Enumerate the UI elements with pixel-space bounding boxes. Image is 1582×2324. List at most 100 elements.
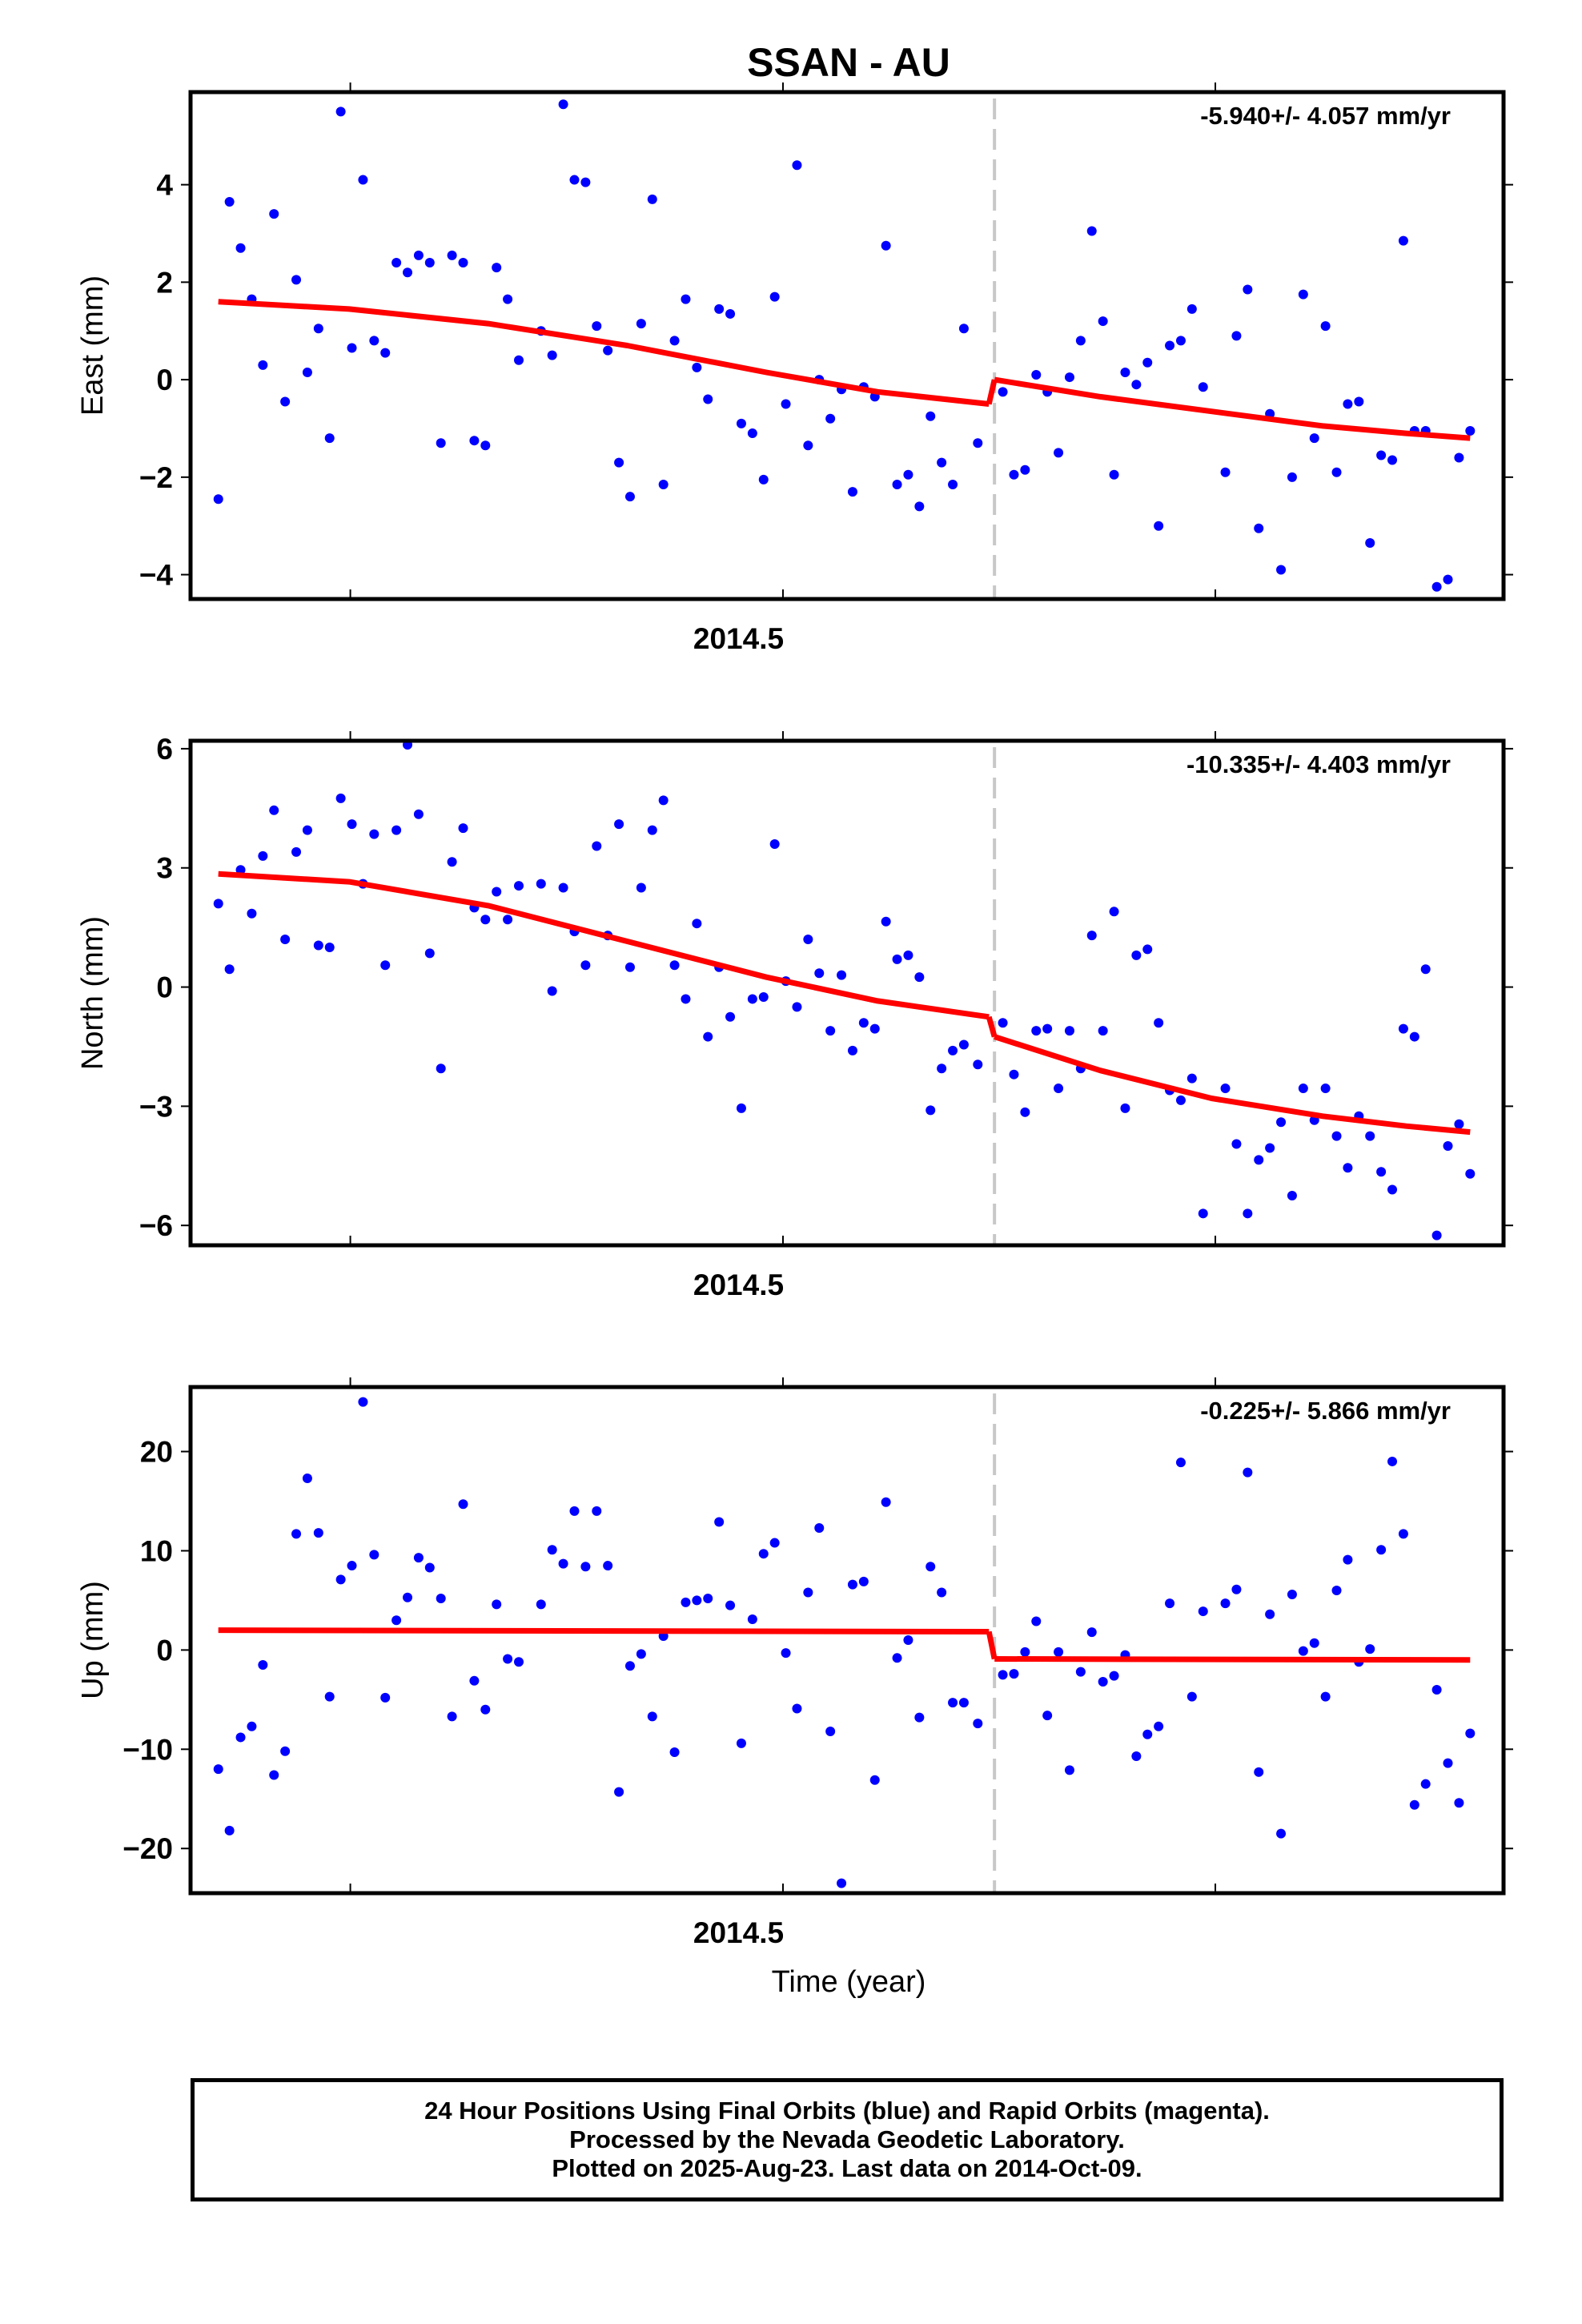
data-point bbox=[614, 457, 624, 468]
data-point bbox=[403, 1592, 413, 1602]
data-point bbox=[1198, 382, 1208, 392]
data-point bbox=[1031, 370, 1042, 380]
data-point bbox=[1443, 574, 1453, 585]
data-point bbox=[1376, 1545, 1387, 1555]
data-point bbox=[892, 954, 902, 964]
data-point bbox=[269, 1770, 279, 1780]
data-point bbox=[569, 175, 580, 185]
data-point bbox=[603, 345, 613, 356]
y-tick-label: 0 bbox=[156, 364, 173, 396]
data-point bbox=[492, 263, 502, 273]
data-point bbox=[224, 196, 235, 207]
data-point bbox=[335, 793, 346, 803]
data-point bbox=[1109, 469, 1119, 480]
y-tick-label: −20 bbox=[122, 1832, 173, 1865]
data-point bbox=[1343, 1163, 1353, 1173]
up-panel: −20 −10 0 10 20 2014.5 Up (mm) -0.225+/- 5.866 … bbox=[76, 1377, 1513, 1949]
data-point bbox=[624, 492, 635, 502]
data-point bbox=[714, 1517, 725, 1527]
caption-line-1: 24 Hour Positions Using Final Orbits (bl… bbox=[424, 2097, 1270, 2125]
data-point bbox=[1064, 372, 1074, 383]
data-point bbox=[681, 994, 691, 1004]
data-point bbox=[213, 1764, 223, 1775]
data-point bbox=[424, 1562, 435, 1573]
data-point bbox=[436, 438, 446, 448]
data-point bbox=[725, 308, 736, 319]
data-point bbox=[413, 809, 424, 819]
data-point bbox=[658, 479, 669, 489]
data-point bbox=[1331, 467, 1342, 477]
data-point bbox=[1120, 1103, 1130, 1113]
data-point bbox=[1186, 1073, 1197, 1084]
data-point bbox=[280, 935, 291, 945]
data-point bbox=[324, 942, 335, 952]
data-point bbox=[758, 991, 769, 1002]
data-point bbox=[369, 336, 379, 346]
data-point bbox=[948, 1698, 958, 1708]
data-point bbox=[624, 1661, 635, 1671]
data-point bbox=[903, 1635, 913, 1645]
data-point bbox=[1231, 1584, 1242, 1594]
data-point bbox=[1376, 1167, 1387, 1177]
data-point bbox=[369, 1550, 379, 1560]
data-point bbox=[403, 267, 413, 278]
y-tick-label: 0 bbox=[156, 971, 173, 1004]
data-point bbox=[669, 336, 680, 346]
y-tick-label: 4 bbox=[156, 169, 173, 202]
data-point bbox=[658, 795, 669, 806]
data-point bbox=[926, 411, 936, 421]
data-point bbox=[480, 915, 491, 925]
data-point bbox=[1220, 1598, 1231, 1609]
data-point bbox=[1265, 1609, 1275, 1619]
data-point bbox=[1320, 1691, 1331, 1702]
data-point bbox=[636, 883, 646, 893]
data-point bbox=[213, 899, 223, 909]
data-point bbox=[224, 964, 235, 975]
data-point bbox=[1276, 1117, 1287, 1128]
caption-box: 24 Hour Positions Using Final Orbits (bl… bbox=[191, 2078, 1504, 2201]
data-point bbox=[458, 823, 468, 834]
data-point bbox=[313, 1528, 323, 1538]
data-point bbox=[258, 360, 268, 370]
data-point bbox=[914, 972, 925, 983]
data-point bbox=[547, 1545, 557, 1555]
data-point bbox=[1186, 1691, 1197, 1702]
data-point bbox=[1454, 1119, 1464, 1129]
fit-offset-jump bbox=[986, 1630, 998, 1660]
data-point bbox=[937, 1587, 947, 1598]
fit-line bbox=[994, 376, 1471, 441]
data-point bbox=[503, 915, 513, 925]
data-point bbox=[926, 1105, 936, 1116]
data-point bbox=[792, 1002, 802, 1012]
data-point bbox=[881, 240, 891, 251]
data-point bbox=[269, 805, 279, 815]
data-point bbox=[1220, 1084, 1231, 1094]
plot-frame bbox=[188, 738, 1506, 1248]
data-point bbox=[1376, 450, 1387, 460]
data-point bbox=[948, 1045, 958, 1055]
data-point bbox=[1254, 1767, 1264, 1777]
data-point bbox=[469, 436, 480, 446]
data-point bbox=[926, 1562, 936, 1572]
data-point bbox=[614, 1787, 624, 1797]
data-point bbox=[413, 1553, 424, 1563]
data-point bbox=[747, 1614, 757, 1624]
data-point bbox=[369, 829, 379, 839]
data-point bbox=[1387, 1456, 1398, 1466]
data-point bbox=[436, 1063, 446, 1074]
data-point bbox=[1298, 1084, 1308, 1094]
data-point bbox=[1154, 1018, 1164, 1028]
data-point bbox=[536, 1599, 546, 1610]
data-point bbox=[903, 950, 913, 960]
data-point bbox=[725, 1600, 736, 1610]
data-point bbox=[1054, 1647, 1064, 1657]
data-point bbox=[998, 387, 1008, 397]
data-point bbox=[347, 819, 357, 830]
data-point bbox=[937, 1063, 947, 1074]
data-point bbox=[669, 960, 680, 971]
data-point bbox=[1075, 336, 1086, 346]
data-point bbox=[736, 418, 746, 428]
data-point bbox=[647, 825, 657, 835]
data-point bbox=[1287, 1190, 1297, 1200]
